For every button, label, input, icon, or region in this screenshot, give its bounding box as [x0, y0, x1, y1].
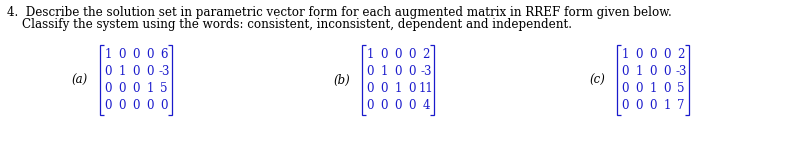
Text: -3: -3 — [158, 65, 169, 78]
Text: 0: 0 — [621, 82, 629, 95]
Text: 0: 0 — [132, 99, 140, 112]
Text: 4: 4 — [422, 99, 430, 112]
Text: 0: 0 — [650, 48, 657, 61]
Text: 1: 1 — [395, 82, 402, 95]
Text: 0: 0 — [635, 99, 642, 112]
Text: (a): (a) — [72, 74, 88, 87]
Text: 0: 0 — [104, 99, 111, 112]
Text: 0: 0 — [380, 99, 387, 112]
Text: 0: 0 — [104, 65, 111, 78]
Text: 0: 0 — [161, 99, 168, 112]
Text: 0: 0 — [132, 65, 140, 78]
Text: 2: 2 — [677, 48, 684, 61]
Text: 4.  Describe the solution set in parametric vector form for each augmented matri: 4. Describe the solution set in parametr… — [7, 6, 671, 19]
Text: 0: 0 — [408, 65, 416, 78]
Text: 0: 0 — [119, 82, 126, 95]
Text: 1: 1 — [366, 48, 374, 61]
Text: 6: 6 — [161, 48, 168, 61]
Text: 0: 0 — [366, 65, 374, 78]
Text: 0: 0 — [395, 99, 402, 112]
Text: 5: 5 — [677, 82, 685, 95]
Text: 1: 1 — [119, 65, 126, 78]
Text: 0: 0 — [146, 65, 154, 78]
Text: 0: 0 — [408, 99, 416, 112]
Text: 0: 0 — [395, 48, 402, 61]
Text: 11: 11 — [419, 82, 433, 95]
Text: 0: 0 — [408, 82, 416, 95]
Text: 0: 0 — [104, 82, 111, 95]
Text: 0: 0 — [366, 99, 374, 112]
Text: 0: 0 — [366, 82, 374, 95]
Text: 0: 0 — [380, 82, 387, 95]
Text: -3: -3 — [675, 65, 687, 78]
Text: 0: 0 — [132, 82, 140, 95]
Text: 7: 7 — [677, 99, 685, 112]
Text: Classify the system using the words: consistent, inconsistent, dependent and ind: Classify the system using the words: con… — [7, 18, 572, 31]
Text: 1: 1 — [621, 48, 629, 61]
Text: (b): (b) — [333, 74, 350, 87]
Text: 0: 0 — [408, 48, 416, 61]
Text: 0: 0 — [119, 48, 126, 61]
Text: 2: 2 — [422, 48, 429, 61]
Text: 1: 1 — [635, 65, 642, 78]
Text: 0: 0 — [663, 48, 671, 61]
Text: 0: 0 — [146, 99, 154, 112]
Text: 1: 1 — [380, 65, 387, 78]
Text: 0: 0 — [650, 65, 657, 78]
Text: 0: 0 — [621, 99, 629, 112]
Text: 5: 5 — [161, 82, 168, 95]
Text: 0: 0 — [395, 65, 402, 78]
Text: 0: 0 — [663, 82, 671, 95]
Text: -3: -3 — [420, 65, 432, 78]
Text: 0: 0 — [380, 48, 387, 61]
Text: 0: 0 — [635, 48, 642, 61]
Text: 1: 1 — [104, 48, 111, 61]
Text: 0: 0 — [650, 99, 657, 112]
Text: 0: 0 — [621, 65, 629, 78]
Text: 1: 1 — [650, 82, 657, 95]
Text: 1: 1 — [146, 82, 153, 95]
Text: 0: 0 — [119, 99, 126, 112]
Text: 0: 0 — [635, 82, 642, 95]
Text: 0: 0 — [146, 48, 154, 61]
Text: 0: 0 — [663, 65, 671, 78]
Text: 1: 1 — [663, 99, 671, 112]
Text: (c): (c) — [589, 74, 605, 87]
Text: 0: 0 — [132, 48, 140, 61]
